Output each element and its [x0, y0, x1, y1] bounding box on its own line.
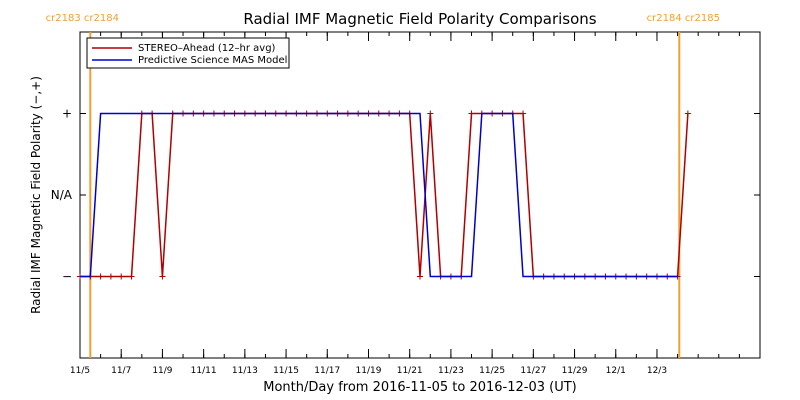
- data-point: [520, 110, 527, 117]
- legend: STEREO–Ahead (12–hr avg) Predictive Scie…: [86, 37, 290, 69]
- x-tick-label: 11/13: [232, 366, 258, 376]
- x-tick-label: 11/5: [70, 366, 90, 376]
- stereo-series-line: [80, 112, 689, 278]
- x-tick-label: 11/9: [152, 366, 172, 376]
- x-tick-label: 11/7: [111, 366, 131, 376]
- y-axis-title: Radial IMF Magnetic Field Polarity (−,+): [29, 76, 43, 314]
- series-layer: [77, 110, 691, 280]
- carrington-label: cr2184 cr2185: [647, 13, 720, 24]
- legend-label-stereo: STEREO–Ahead (12–hr avg): [138, 43, 276, 54]
- y-tick-label: −: [62, 270, 72, 284]
- y-tick-label: +: [62, 107, 72, 121]
- data-point: [128, 273, 135, 280]
- x-tick-label: 12/1: [606, 366, 626, 376]
- chart-title: Radial IMF Magnetic Field Polarity Compa…: [243, 10, 596, 28]
- y-axis: + N/A −: [51, 107, 760, 284]
- data-point: [468, 110, 475, 117]
- x-tick-label: 11/27: [520, 366, 546, 376]
- data-point: [417, 273, 423, 280]
- x-tick-label: 11/15: [273, 366, 299, 376]
- legend-box: [86, 37, 290, 69]
- x-tick-label: 11/11: [191, 366, 217, 376]
- x-tick-label: 11/29: [562, 366, 588, 376]
- x-tick-label: 12/3: [647, 366, 667, 376]
- x-tick-label: 11/23: [438, 366, 464, 376]
- mas-model-series-line: [80, 112, 678, 278]
- y-tick-label: N/A: [51, 188, 73, 202]
- x-tick-label: 11/19: [356, 366, 382, 376]
- x-tick-label: 11/21: [397, 366, 423, 376]
- carrington-label: cr2183 cr2184: [46, 13, 119, 24]
- data-point: [159, 273, 166, 280]
- data-point: [107, 273, 114, 280]
- x-tick-label: 11/25: [479, 366, 505, 376]
- data-point: [97, 273, 104, 280]
- x-axis-title: Month/Day from 2016-11-05 to 2016-12-03 …: [263, 380, 576, 395]
- data-point: [427, 110, 434, 117]
- x-axis: 11/5 11/7 11/9 11/11 11/13 11/15 11/17 11/19 11/…: [70, 32, 761, 376]
- data-point: [684, 110, 691, 117]
- plot-frame: [79, 31, 761, 359]
- data-point: [118, 273, 125, 280]
- x-tick-label: 11/17: [314, 366, 340, 376]
- carrington-rotation-markers: cr2183 cr2184 cr2184 cr2185: [46, 13, 720, 358]
- legend-label-mas: Predictive Science MAS Model: [138, 55, 287, 66]
